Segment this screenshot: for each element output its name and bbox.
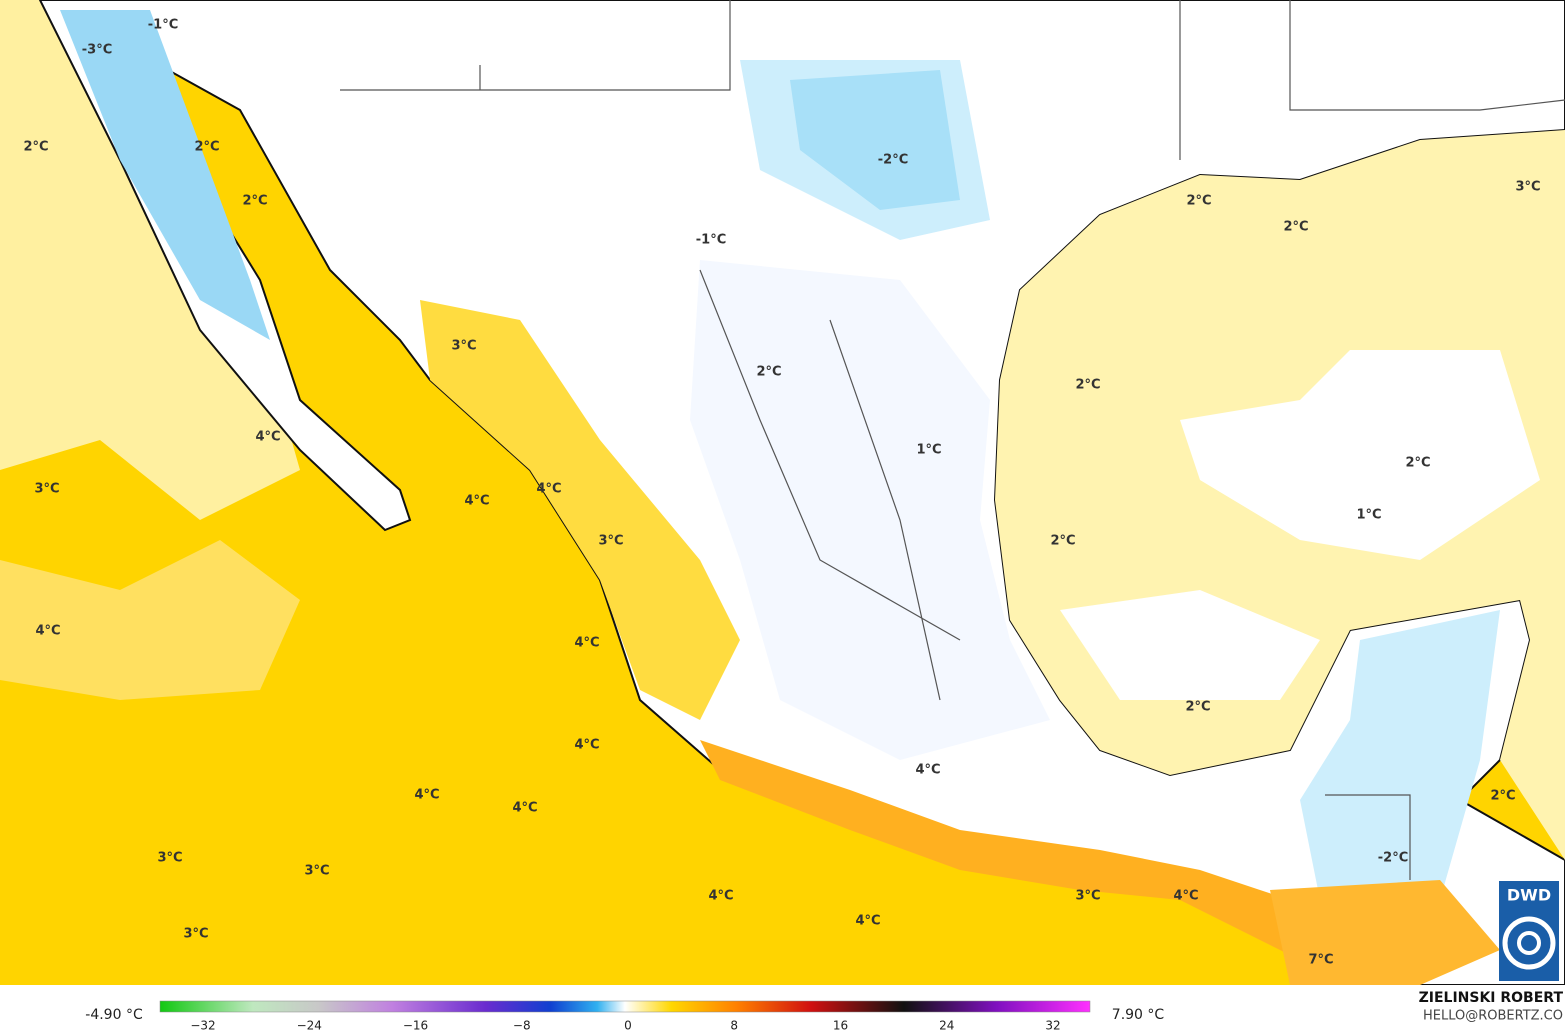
colorbar-tick-label: −32 [190, 1019, 215, 1033]
contour-label: 2°C [194, 140, 219, 155]
contour-label: 4°C [35, 624, 60, 639]
contour-label: 2°C [1283, 220, 1308, 235]
contour-label: 4°C [536, 482, 561, 497]
contour-label: 3°C [183, 927, 208, 942]
colorbar-tick-label: −16 [403, 1019, 428, 1033]
contour-label: 4°C [512, 801, 537, 816]
cool-area [1060, 590, 1320, 700]
min-value: -4.90 °C [85, 1007, 143, 1023]
cold-area [1300, 610, 1500, 900]
contour-label: 7°C [1308, 953, 1333, 968]
warm-area [700, 740, 1300, 960]
land-interior [690, 260, 1050, 760]
contour-label: -1°C [696, 233, 726, 248]
contour-label: 3°C [1515, 180, 1540, 195]
contour-label: 1°C [916, 443, 941, 458]
contour-label: 2°C [1490, 789, 1515, 804]
colorbar-tick-label: 32 [1045, 1019, 1060, 1033]
credit-name: ZIELINSKI ROBERT [1419, 990, 1564, 1006]
contour-label: 4°C [574, 636, 599, 651]
cold-area [60, 10, 270, 340]
contour-label: 3°C [157, 851, 182, 866]
colorbar-tick-label: −24 [297, 1019, 322, 1033]
pale-band [0, 540, 300, 700]
contour-label: 3°C [1075, 889, 1100, 904]
colorbar-tick-label: 0 [624, 1019, 632, 1033]
contour-labels: -1°C -3°C 2°C 2°C 2°C -2°C -1°C 2°C 2°C 3°C 3°C 2°C… [23, 18, 1540, 968]
contour-label: 2°C [1405, 456, 1430, 471]
colorbar-tick-label: 24 [939, 1019, 954, 1033]
contour-label: -2°C [878, 153, 908, 168]
contour-label: 3°C [34, 482, 59, 497]
colorbar [159, 1000, 1091, 1013]
contour-label: 2°C [1050, 534, 1075, 549]
colorbar-tick-label: 16 [833, 1019, 848, 1033]
contour-label: 4°C [1173, 889, 1198, 904]
logo-swirl [1502, 916, 1556, 970]
logo-swirl [1517, 931, 1541, 955]
logo-text: DWD [1507, 886, 1551, 905]
contour-label: 4°C [255, 430, 280, 445]
contour-label: -1°C [148, 18, 178, 33]
credit-contact: HELLO@ROBERTZ.CO [1423, 1009, 1563, 1024]
contour-label: 2°C [23, 140, 48, 155]
contour-label: 2°C [1185, 700, 1210, 715]
contour-label: 3°C [598, 534, 623, 549]
contour-label: 2°C [1186, 194, 1211, 209]
logo: DWD [1499, 881, 1559, 981]
contour-label: 2°C [1075, 378, 1100, 393]
contour-label: 3°C [451, 339, 476, 354]
cold-area [790, 70, 960, 210]
contour-label: 4°C [708, 889, 733, 904]
contour-label: -2°C [1378, 851, 1408, 866]
colorbar-ticks: −32 −24 −16 −8 0 8 16 24 32 [190, 1019, 1060, 1033]
contour-label: -3°C [82, 43, 112, 58]
max-value: 7.90 °C [1112, 1007, 1165, 1023]
contour-label: 4°C [915, 763, 940, 778]
contour-label: 4°C [855, 914, 880, 929]
cool-area [1180, 350, 1540, 560]
warm-area [1270, 880, 1500, 985]
pale-band [0, 0, 300, 520]
contour-label: 3°C [304, 864, 329, 879]
map [0, 0, 1565, 986]
colorbar-tick-label: 8 [730, 1019, 738, 1033]
contour-label: 4°C [414, 788, 439, 803]
contour-label: 1°C [1356, 508, 1381, 523]
contour-label: 4°C [464, 494, 489, 509]
contour-label: 2°C [242, 194, 267, 209]
contour-label: 4°C [574, 738, 599, 753]
warm-area [420, 300, 740, 720]
borders [340, 0, 1565, 880]
contour-label: 2°C [756, 365, 781, 380]
colorbar-tick-label: −8 [513, 1019, 531, 1033]
